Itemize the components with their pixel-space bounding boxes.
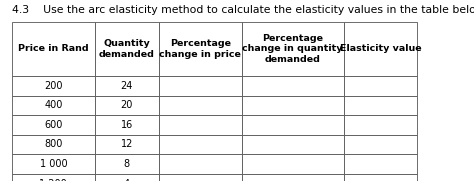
Bar: [242, 76, 344, 96]
Bar: [12, 135, 95, 154]
Bar: [242, 96, 344, 115]
Text: 20: 20: [120, 100, 133, 110]
Bar: [344, 154, 417, 174]
Text: 600: 600: [44, 120, 63, 130]
Text: 4.3    Use the arc elasticity method to calculate the elasticity values in the t: 4.3 Use the arc elasticity method to cal…: [12, 5, 474, 15]
Bar: [159, 154, 242, 174]
Bar: [242, 115, 344, 135]
Text: Percentage
change in quantity
demanded: Percentage change in quantity demanded: [242, 34, 343, 64]
Text: 24: 24: [120, 81, 133, 91]
Bar: [12, 154, 95, 174]
Bar: [12, 115, 95, 135]
Bar: [242, 135, 344, 154]
Text: 800: 800: [44, 139, 63, 150]
Bar: [344, 174, 417, 181]
Text: 16: 16: [121, 120, 133, 130]
Bar: [159, 174, 242, 181]
Bar: [242, 22, 344, 76]
Bar: [344, 115, 417, 135]
Bar: [159, 135, 242, 154]
Text: 200: 200: [44, 81, 63, 91]
Text: 4: 4: [124, 178, 130, 181]
Bar: [95, 96, 159, 115]
Bar: [95, 76, 159, 96]
Bar: [242, 154, 344, 174]
Bar: [159, 22, 242, 76]
Bar: [95, 154, 159, 174]
Text: 1 200: 1 200: [39, 178, 67, 181]
Text: 12: 12: [120, 139, 133, 150]
Bar: [242, 174, 344, 181]
Bar: [344, 76, 417, 96]
Bar: [159, 115, 242, 135]
Bar: [344, 22, 417, 76]
Bar: [12, 174, 95, 181]
Bar: [12, 76, 95, 96]
Text: Quantity
demanded: Quantity demanded: [99, 39, 155, 59]
Bar: [344, 135, 417, 154]
Bar: [159, 96, 242, 115]
Bar: [344, 96, 417, 115]
Text: Price in Rand: Price in Rand: [18, 44, 89, 53]
Text: 1 000: 1 000: [39, 159, 67, 169]
Text: Elasticity value: Elasticity value: [339, 44, 421, 53]
Bar: [12, 96, 95, 115]
Bar: [95, 115, 159, 135]
Bar: [95, 174, 159, 181]
Bar: [12, 22, 95, 76]
Bar: [159, 76, 242, 96]
Bar: [95, 135, 159, 154]
Text: 400: 400: [44, 100, 63, 110]
Text: Percentage
change in price: Percentage change in price: [159, 39, 241, 59]
Bar: [95, 22, 159, 76]
Text: 8: 8: [124, 159, 130, 169]
